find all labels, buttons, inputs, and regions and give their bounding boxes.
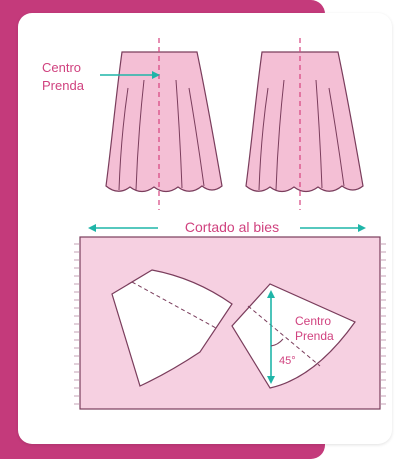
skirt-right-body	[245, 51, 364, 193]
pattern-piece-left	[111, 269, 233, 387]
pattern-piece-left-shape	[111, 269, 233, 387]
skirt-left-folds	[118, 79, 205, 191]
pattern-piece-right-dash	[247, 305, 321, 367]
center-garment-label-pattern-line1: Centro	[295, 314, 331, 328]
skirt-right-folds	[258, 79, 345, 191]
skirt-right	[245, 38, 364, 210]
fabric-fringe-right	[380, 243, 386, 405]
center-garment-label-pattern-line2: Prenda	[295, 329, 334, 343]
angle-label: 45°	[279, 355, 296, 367]
skirt-left-body	[105, 51, 223, 193]
center-garment-label-top-line1: Centro	[42, 60, 81, 75]
pattern-piece-left-dash	[131, 281, 217, 329]
fabric-fringe-left	[74, 243, 80, 405]
center-garment-label-top-line2: Prenda	[42, 78, 85, 93]
angle-arc	[270, 338, 284, 347]
bias-cut-label: Cortado al bies	[185, 219, 279, 235]
pattern-piece-right	[231, 283, 356, 389]
pattern-piece-right-shape	[231, 283, 356, 389]
skirt-left	[105, 38, 223, 210]
